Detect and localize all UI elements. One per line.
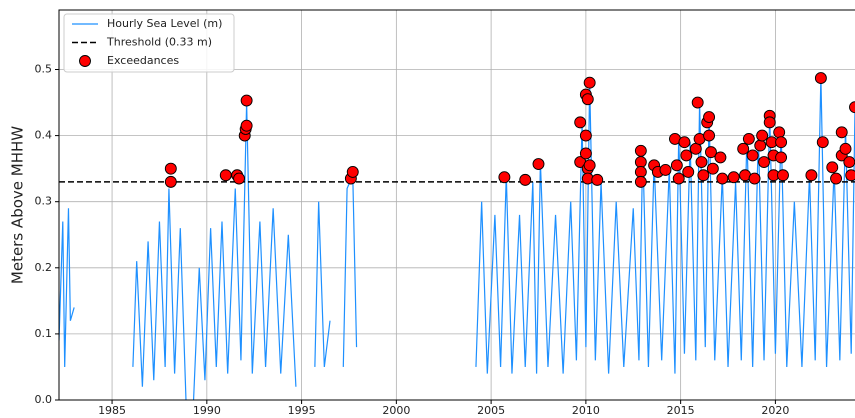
legend-label: Threshold (0.33 m) [106, 36, 212, 49]
exceedance-point [583, 159, 596, 172]
x-tick-label: 2000 [382, 404, 410, 417]
x-tick-label: 2020 [761, 404, 789, 417]
exceedance-point [691, 96, 704, 109]
exceedance-point [773, 126, 786, 139]
y-tick-label: 0.5 [35, 62, 53, 75]
exceedance-point [672, 172, 685, 185]
y-tick-label: 0.1 [35, 327, 53, 340]
exceedance-point [758, 156, 770, 168]
exceedance-point [697, 169, 710, 182]
x-tick-label: 2015 [667, 404, 695, 417]
exceedance-point [689, 142, 702, 155]
exceedance-point [714, 151, 727, 164]
exceedance-point [581, 93, 594, 106]
exceedance-point [498, 171, 511, 184]
exceedance-point [814, 72, 827, 85]
y-tick-label: 0.0 [35, 393, 53, 406]
x-tick-label: 1995 [288, 404, 316, 417]
x-tick-label: 1985 [98, 404, 126, 417]
exceedance-point [240, 94, 253, 107]
exceedance-point [346, 165, 359, 178]
legend-box [63, 13, 235, 73]
exceedance-point [695, 156, 708, 168]
exceedance-point [659, 164, 672, 176]
exceedance-point [816, 136, 829, 149]
exceedance-point [164, 175, 177, 188]
exceedance-point [830, 172, 842, 185]
x-tick-label: 2010 [572, 404, 600, 417]
legend-label: Exceedances [107, 54, 179, 67]
exceedance-point [742, 132, 755, 145]
exceedance-point [634, 175, 647, 188]
y-tick-label: 0.3 [35, 195, 53, 208]
exceedance-point [703, 129, 716, 142]
exceedance-point [849, 101, 855, 114]
legend-label: Hourly Sea Level (m) [107, 17, 222, 30]
y-tick-label: 0.2 [35, 261, 53, 274]
y-tick-label: 0.4 [35, 129, 53, 142]
plot-frame [58, 9, 855, 401]
exceedance-point [763, 116, 776, 129]
exceedance-point [233, 172, 245, 185]
exceedance-point [670, 159, 683, 172]
exceedance-point [705, 146, 717, 159]
exceedance-point [826, 161, 839, 174]
exceedance-point [579, 129, 592, 142]
exceedance-point [574, 116, 587, 129]
exceedance-point [519, 173, 532, 186]
exceedance-point [579, 147, 592, 160]
exceedance-point [634, 144, 647, 157]
legend-swatch [79, 55, 91, 67]
exceedance-point [680, 149, 693, 162]
sea-level-line [59, 76, 855, 400]
exceedance-point [164, 162, 177, 175]
exceedance-point [805, 169, 818, 182]
exceedance-point [678, 136, 691, 149]
exceedance-point [532, 158, 545, 170]
exceedance-point [843, 156, 855, 168]
x-tick-label: 2005 [477, 404, 505, 417]
exceedance-point [748, 172, 761, 185]
exceedance-point [583, 76, 596, 89]
exceedance-point [240, 119, 253, 132]
exceedance-point [591, 173, 604, 186]
exceedance-point [835, 126, 848, 139]
exceedance-point [775, 151, 788, 164]
exceedance-point [706, 162, 719, 175]
exceedance-point [219, 169, 232, 182]
exceedance-point [756, 129, 769, 142]
plot-area [59, 72, 855, 400]
exceedance-point [754, 139, 767, 152]
exceedance-point [845, 169, 855, 182]
x-tick-label: 1990 [193, 404, 221, 417]
exceedance-point [682, 165, 695, 178]
exceedance-point [634, 165, 647, 178]
exceedance-point [839, 142, 852, 155]
exceedance-point [737, 142, 750, 155]
exceedance-point [777, 169, 789, 182]
y-axis-label: Meters Above MHHW [9, 126, 27, 284]
exceedance-point [727, 171, 740, 184]
exceedance-point [775, 136, 788, 149]
exceedance-point [716, 172, 729, 185]
exceedance-point [634, 156, 647, 168]
exceedance-point [703, 111, 716, 124]
exceedance-point [746, 149, 759, 162]
